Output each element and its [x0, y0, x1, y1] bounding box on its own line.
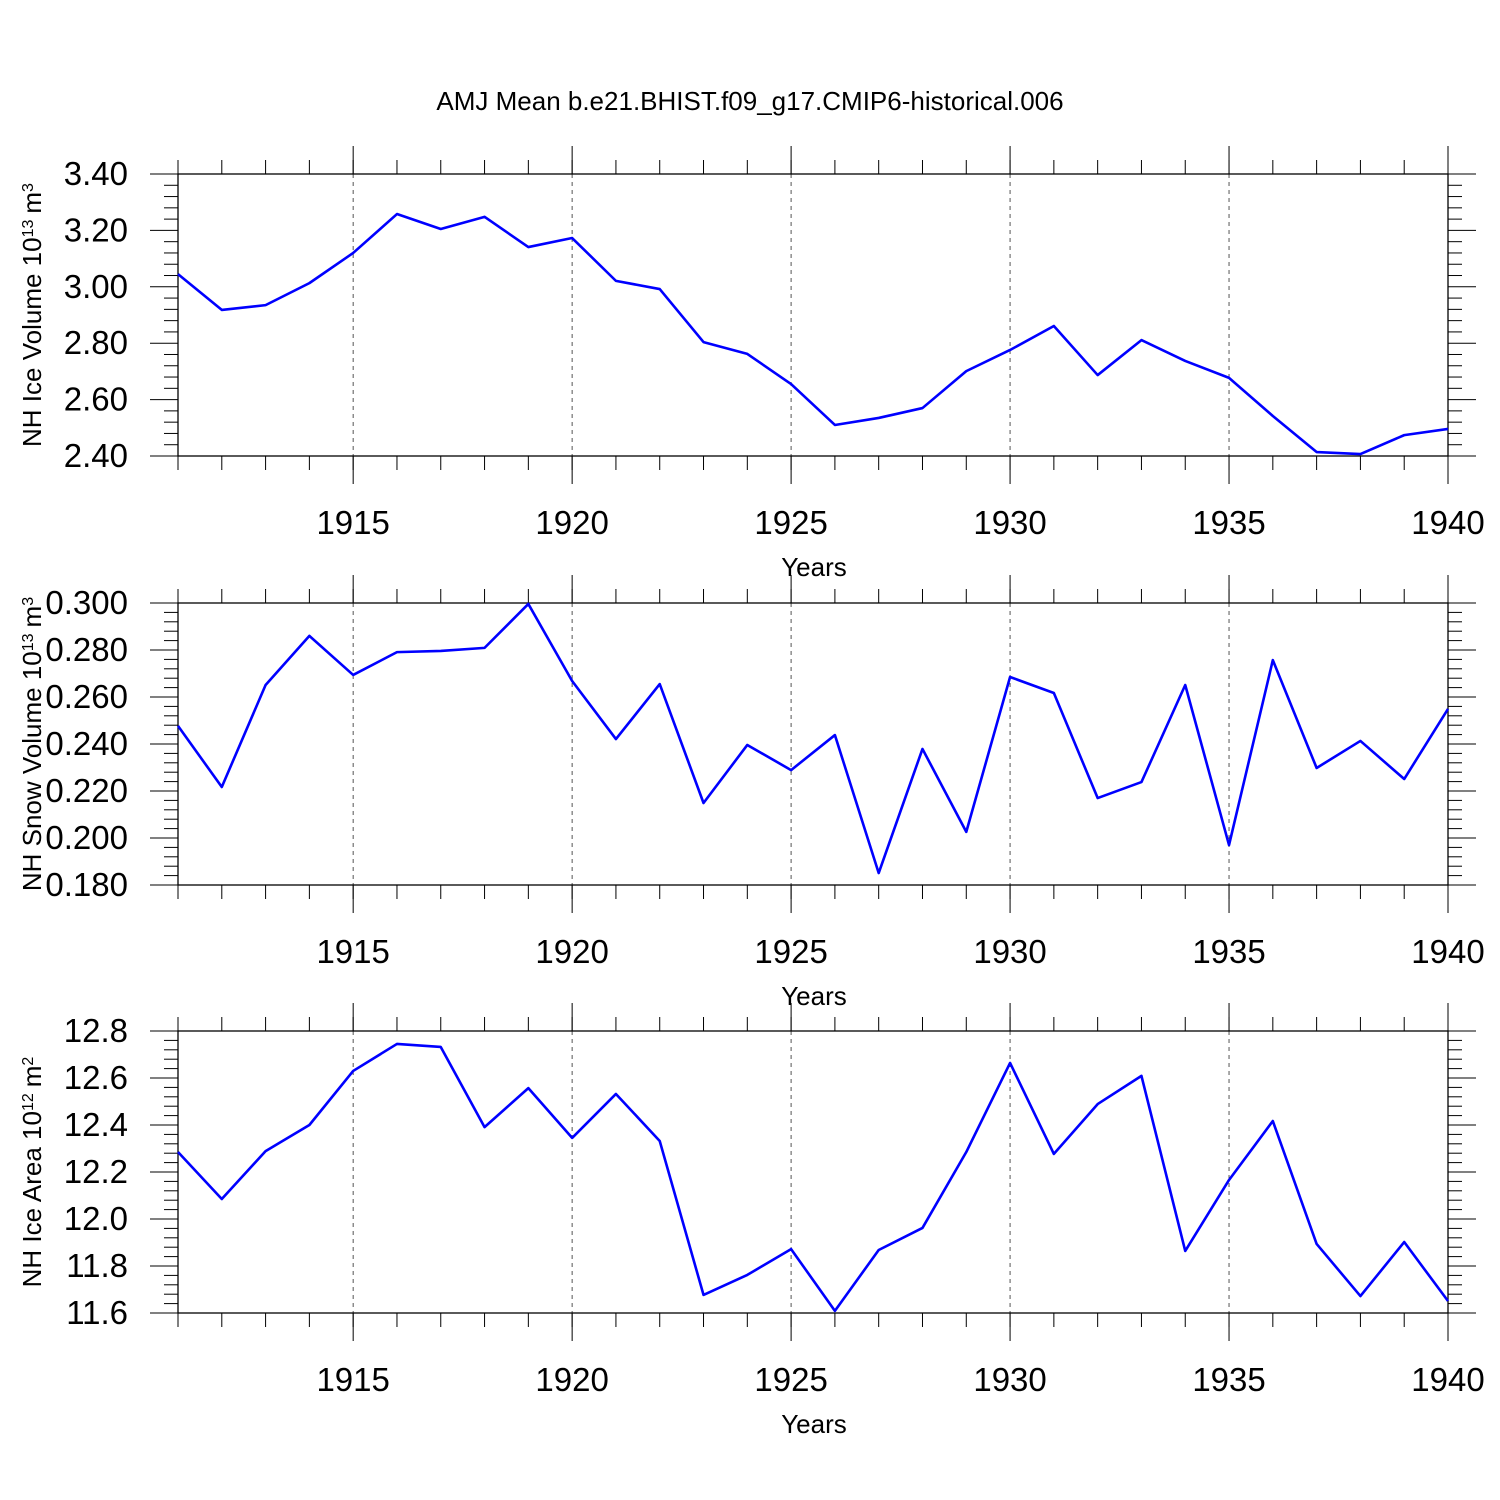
data-line	[177, 1042, 1450, 1313]
x-tick-label: 1920	[535, 933, 608, 970]
data-line	[177, 212, 1449, 456]
y-axis-title-exponent: 13	[20, 220, 37, 238]
y-tick-label: 12.6	[64, 1059, 128, 1096]
y-tick-label: 12.8	[64, 1012, 128, 1049]
y-axis-title: NH Ice Volume 1013 m3	[17, 183, 47, 447]
y-tick-label: 12.2	[64, 1153, 128, 1190]
x-axis-title: Years	[781, 552, 847, 582]
y-axis-title-exponent: 12	[20, 1093, 37, 1111]
x-tick-label: 1940	[1411, 933, 1484, 970]
y-tick-label: 3.40	[64, 155, 128, 192]
y-tick-label: 12.4	[64, 1106, 128, 1143]
y-axis-title-text: NH Ice Area 10	[17, 1111, 47, 1287]
data-line	[176, 602, 1450, 875]
y-axis-title-text: NH Ice Volume 10	[17, 237, 47, 447]
y-axis-title-exponent: 13	[20, 633, 37, 651]
x-tick-label: 1935	[1192, 1361, 1265, 1398]
x-axis-title: Years	[781, 981, 847, 1011]
y-axis-title-unit-exponent: 3	[20, 597, 37, 606]
x-tick-label: 1940	[1411, 504, 1484, 541]
y-axis-title-unit-exponent: 2	[20, 1057, 37, 1066]
y-tick-label: 11.8	[66, 1247, 128, 1284]
y-tick-label: 0.300	[45, 584, 128, 621]
x-tick-label: 1920	[535, 504, 608, 541]
x-tick-label: 1940	[1411, 1361, 1484, 1398]
y-axis-title: NH Snow Volume 1013 m3	[17, 597, 47, 891]
x-tick-label: 1915	[316, 504, 389, 541]
y-tick-label: 3.00	[64, 268, 128, 305]
y-axis-title: NH Ice Area 1012 m2	[17, 1057, 47, 1288]
y-tick-label: 2.60	[64, 381, 128, 418]
y-tick-label: 0.220	[45, 772, 128, 809]
y-axis-title-unit-exponent: 3	[20, 183, 37, 192]
x-tick-label: 1935	[1192, 933, 1265, 970]
x-tick-label: 1935	[1192, 504, 1265, 541]
x-axis-title: Years	[781, 1409, 847, 1439]
y-axis-title-unit: m	[17, 1066, 47, 1088]
x-tick-label: 1930	[973, 1361, 1046, 1398]
y-axis-title-unit: m	[17, 606, 47, 628]
y-tick-label: 0.180	[45, 866, 128, 903]
plot-frame	[177, 173, 1449, 457]
x-tick-label: 1930	[973, 933, 1046, 970]
y-tick-label: 0.280	[45, 631, 128, 668]
y-tick-label: 3.20	[64, 211, 128, 248]
x-tick-label: 1915	[316, 933, 389, 970]
y-axis-title-unit: m	[17, 192, 47, 214]
x-tick-label: 1930	[973, 504, 1046, 541]
y-tick-label: 2.80	[64, 324, 128, 361]
y-tick-label: 11.6	[66, 1294, 128, 1331]
y-tick-label: 0.260	[45, 678, 128, 715]
y-tick-label: 0.200	[45, 819, 128, 856]
y-axis-title-text: NH Snow Volume 10	[17, 651, 47, 891]
figure-title: AMJ Mean b.e21.BHIST.f09_g17.CMIP6-histo…	[436, 86, 1063, 116]
y-tick-label: 2.40	[64, 437, 128, 474]
x-tick-label: 1915	[316, 1361, 389, 1398]
y-tick-label: 0.240	[45, 725, 128, 762]
x-tick-label: 1925	[754, 504, 827, 541]
x-tick-label: 1925	[754, 933, 827, 970]
y-tick-label: 12.0	[64, 1200, 128, 1237]
x-tick-label: 1920	[535, 1361, 608, 1398]
x-tick-label: 1925	[754, 1361, 827, 1398]
